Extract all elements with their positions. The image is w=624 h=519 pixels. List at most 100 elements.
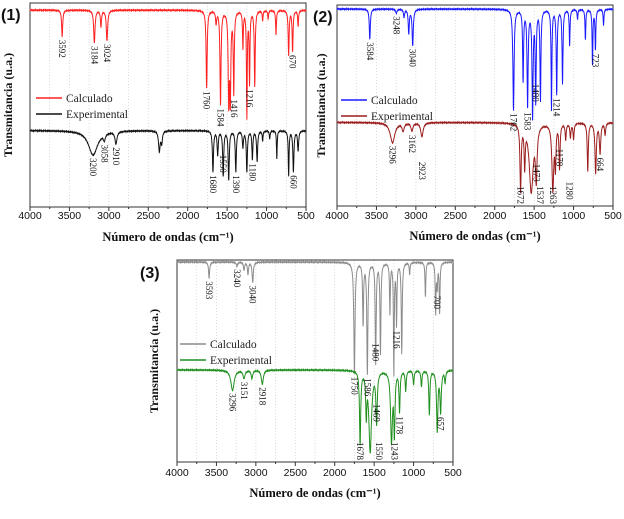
peak-label: 2910 xyxy=(111,147,121,166)
peak-label: 1672 xyxy=(516,186,526,204)
peak-label: 1537 xyxy=(535,186,545,205)
peak-label: 1480 xyxy=(531,84,541,103)
legend-label: Calculado xyxy=(210,339,257,351)
peak-label: 664 xyxy=(595,158,605,172)
peak-label: 1178 xyxy=(395,416,405,434)
peak-label: 2923 xyxy=(417,162,427,181)
x-axis-label: Número de ondas (cm⁻¹) xyxy=(249,486,380,500)
peak-label: 1180 xyxy=(247,163,257,181)
peak-label: 1469 xyxy=(372,404,382,423)
x-tick-label: 3500 xyxy=(205,467,229,479)
x-tick-label: 500 xyxy=(444,467,462,479)
peak-label: 3240 xyxy=(232,269,242,288)
peak-label: 3184 xyxy=(89,46,99,65)
peak-label: 1550 xyxy=(374,442,384,461)
peak-label: 3058 xyxy=(99,145,109,164)
panel-label: (3) xyxy=(140,265,160,282)
peak-label: 1216 xyxy=(245,89,255,108)
x-tick-label: 3000 xyxy=(244,467,268,479)
x-tick-label: 4000 xyxy=(18,210,42,222)
series-line-experimental xyxy=(336,120,614,195)
x-tick-label: 1000 xyxy=(562,210,586,222)
x-tick-label: 1000 xyxy=(402,467,426,479)
peak-label: 3200 xyxy=(88,158,98,177)
panel-label: (2) xyxy=(313,9,333,26)
peak-label: 3296 xyxy=(388,146,398,165)
peak-label: 1480 xyxy=(371,343,381,362)
peak-label: 1760 xyxy=(202,91,212,110)
peak-label: 3151 xyxy=(239,382,249,400)
x-axis-label: Número de ondas (cm⁻¹) xyxy=(102,230,233,244)
x-tick-label: 4000 xyxy=(165,467,189,479)
peak-label: 1390 xyxy=(231,175,241,194)
peak-label: 1762 xyxy=(509,113,519,131)
peak-label: 3593 xyxy=(204,281,214,300)
series-line-calculado xyxy=(336,6,614,121)
x-tick-label: 3000 xyxy=(97,210,121,222)
peak-label: 1280 xyxy=(565,182,575,201)
panel-1: 4000 3500 3000 2500 2000 1500 1000 500 Número de… xyxy=(1,2,315,244)
legend-label: Experimental xyxy=(66,109,128,121)
x-axis-label: Número de ondas (cm⁻¹) xyxy=(409,229,540,243)
peak-label: 1678 xyxy=(355,442,365,461)
panel-label: (1) xyxy=(1,7,21,24)
panel-2: 4000 3500 3000 2500 2000 1500 1000 500 Número de… xyxy=(313,4,622,243)
x-tick-label: 2000 xyxy=(176,210,200,222)
peak-label: 723 xyxy=(590,54,600,68)
peak-label: 3248 xyxy=(391,16,401,35)
peak-label: 3040 xyxy=(408,49,418,68)
peak-label: 670 xyxy=(288,55,298,69)
peak-label: 1680 xyxy=(208,175,218,194)
y-axis-label: Transmitancia (u.a.) xyxy=(147,309,161,413)
peak-label: 1416 xyxy=(229,100,239,119)
peak-label: 1750 xyxy=(349,377,359,396)
peak-label: 1243 xyxy=(389,442,399,461)
legend-label: Experimental xyxy=(210,355,272,367)
peak-label: 1584 xyxy=(216,109,226,128)
x-tick-label: 2500 xyxy=(444,210,468,222)
peak-label: 1178 xyxy=(555,149,565,167)
peak-label: 660 xyxy=(288,175,298,189)
peak-label: 3296 xyxy=(228,393,238,412)
x-tick-label: 2500 xyxy=(137,210,161,222)
peak-label: 1586 xyxy=(362,378,372,397)
peak-label: 1473 xyxy=(531,164,541,183)
legend-label: Calculado xyxy=(371,95,418,107)
x-tick-label: 3500 xyxy=(365,210,389,222)
x-tick-label: 2000 xyxy=(323,467,347,479)
peak-label: 1216 xyxy=(392,331,402,350)
peak-label: 3592 xyxy=(57,40,67,58)
peak-label: 1550 xyxy=(218,155,228,174)
x-tick-label: 2500 xyxy=(284,467,308,479)
peak-label: 3040 xyxy=(248,286,258,305)
series-line-experimental xyxy=(29,128,307,181)
series-line-experimental xyxy=(176,367,454,455)
y-axis-label: Transmitancia (u.a.) xyxy=(1,53,15,157)
peak-label: 3584 xyxy=(365,42,375,61)
peak-label: 1263 xyxy=(548,186,558,205)
legend-label: Experimental xyxy=(371,111,433,123)
peak-label: 657 xyxy=(436,417,446,431)
x-tick-label: 1500 xyxy=(522,210,546,222)
x-tick-label: 500 xyxy=(604,210,622,222)
x-tick-label: 4000 xyxy=(325,210,349,222)
x-tick-label: 3000 xyxy=(404,210,428,222)
peak-label: 3162 xyxy=(407,135,417,153)
panel-3: 4000 3500 3000 2500 2000 1500 1000 500 Número de… xyxy=(140,259,462,500)
series-line-calculado xyxy=(176,259,454,377)
x-tick-label: 1000 xyxy=(255,210,279,222)
x-tick-label: 2000 xyxy=(483,210,507,222)
x-tick-label: 1500 xyxy=(215,210,239,222)
x-tick-label: 1500 xyxy=(362,467,386,479)
legend-label: Calculado xyxy=(66,93,113,105)
peak-label: 700 xyxy=(432,296,442,310)
peak-label: 2918 xyxy=(257,387,267,406)
peak-label: 3024 xyxy=(102,44,112,63)
peak-label: 1214 xyxy=(552,98,562,117)
series-line-calculado xyxy=(29,8,307,120)
x-tick-label: 500 xyxy=(297,210,315,222)
peak-label: 1583 xyxy=(523,112,533,131)
y-axis-label: Transmitancia (u.a.) xyxy=(314,53,328,157)
x-tick-label: 3500 xyxy=(58,210,82,222)
